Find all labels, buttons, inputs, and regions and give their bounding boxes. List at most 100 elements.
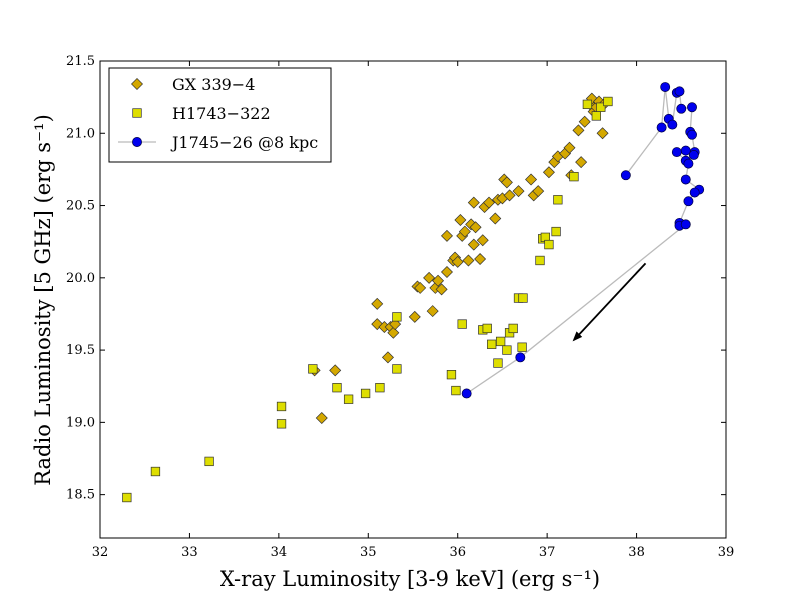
h1743-point xyxy=(553,195,563,205)
gx339-point xyxy=(503,189,516,202)
h1743-point xyxy=(446,370,457,380)
h1743-point xyxy=(495,336,506,347)
y-tick-label: 21.0 xyxy=(66,126,95,141)
legend-marker xyxy=(132,108,142,118)
gx339-point xyxy=(451,255,464,268)
gx339-point xyxy=(432,274,445,287)
h1743-point xyxy=(603,96,613,107)
gx339-point xyxy=(387,326,400,339)
gx339-point xyxy=(542,166,555,179)
gx339-point xyxy=(532,185,545,198)
h1743-point xyxy=(451,385,461,396)
h1743-point xyxy=(582,99,593,110)
j1745-point xyxy=(660,82,671,92)
gx339-point xyxy=(371,297,384,310)
gx339-point xyxy=(474,253,487,266)
gx339-point xyxy=(440,229,453,242)
gx339-point xyxy=(462,254,475,267)
gx339-point xyxy=(467,196,480,209)
gx339-point xyxy=(454,214,467,226)
h1743-point xyxy=(276,401,287,412)
x-tick-label: 35 xyxy=(360,545,377,560)
h1743-point xyxy=(508,323,518,334)
h1743-point xyxy=(535,255,545,266)
j1745-point xyxy=(676,103,687,114)
j1745-point xyxy=(461,388,472,399)
j1745-point xyxy=(656,122,667,133)
gx339-point xyxy=(500,176,513,189)
h1743-point xyxy=(392,364,402,374)
x-axis-label: X-ray Luminosity [3-9 keV] (erg s⁻¹) xyxy=(220,567,600,591)
gx339-point xyxy=(512,185,525,198)
j1745-point xyxy=(667,119,678,130)
h1743-point xyxy=(457,319,467,329)
j1745-point xyxy=(680,174,691,185)
x-axis-ticks: 32 33 34 35 36 37 38 39 xyxy=(92,61,735,560)
j1745-series xyxy=(461,82,705,399)
j1745-point xyxy=(689,187,700,198)
gx339-point xyxy=(575,156,588,169)
h1743-point xyxy=(551,226,561,237)
h1743-point xyxy=(150,466,161,477)
gx339-point xyxy=(408,310,421,323)
x-tick-label: 37 xyxy=(539,545,556,560)
gx339-point xyxy=(467,238,480,251)
legend-box xyxy=(108,67,332,163)
j1745-point xyxy=(680,219,691,230)
gx339-point xyxy=(435,283,448,296)
y-tick-label: 20.0 xyxy=(66,271,95,286)
h1743-point xyxy=(596,102,606,112)
h1743-point xyxy=(375,383,385,393)
y-tick-label: 18.5 xyxy=(66,488,95,503)
legend-entry-gx339: GX 339−4 xyxy=(172,75,255,94)
h1743-point xyxy=(204,456,214,467)
gx339-point xyxy=(426,305,439,318)
x-tick-label: 33 xyxy=(181,545,198,560)
gx339-point xyxy=(563,141,576,154)
x-tick-label: 39 xyxy=(718,545,735,560)
gx339-point xyxy=(315,412,328,425)
gx339-point xyxy=(578,115,591,128)
x-tick-label: 36 xyxy=(449,545,466,560)
j1745-point xyxy=(687,129,697,140)
gx339-point xyxy=(596,127,609,140)
gx339-point xyxy=(476,234,489,247)
h1743-series xyxy=(122,96,613,503)
gx339-point xyxy=(469,221,482,234)
h1743-point xyxy=(308,364,318,374)
gx339-point xyxy=(489,212,502,225)
h1743-point xyxy=(122,492,132,503)
y-tick-label: 19.0 xyxy=(66,415,95,430)
legend: GX 339−4 H1743−322 J1745−26 @8 kpc xyxy=(108,67,332,163)
h1743-point xyxy=(332,383,342,393)
y-tick-label: 20.5 xyxy=(66,199,95,214)
j1745-point xyxy=(671,147,682,158)
j1745-point xyxy=(687,102,697,113)
gx339-point xyxy=(414,281,427,294)
gx339-point xyxy=(458,225,471,238)
y-axis-ticks: 18.5 19.0 19.5 20.0 20.5 21.0 21.5 xyxy=(66,54,726,503)
h1743-point xyxy=(392,312,402,322)
j1745-point xyxy=(620,170,631,181)
y-tick-label: 21.5 xyxy=(66,54,95,69)
gx339-point xyxy=(525,173,538,186)
gx339-point xyxy=(483,196,496,209)
h1743-point xyxy=(502,345,512,355)
h1743-point xyxy=(591,111,601,121)
y-axis-label: Radio Luminosity [5 GHz] (erg s⁻¹) xyxy=(31,114,55,486)
gx339-point xyxy=(572,124,585,137)
h1743-point xyxy=(343,394,354,404)
x-tick-label: 34 xyxy=(271,545,288,560)
h1743-point xyxy=(517,342,527,352)
h1743-point xyxy=(569,171,579,182)
h1743-point xyxy=(544,239,554,250)
legend-entry-h1743: H1743−322 xyxy=(172,104,271,123)
h1743-point xyxy=(518,293,528,303)
j1745-point xyxy=(680,145,691,156)
h1743-point xyxy=(493,358,503,368)
j1745-point xyxy=(683,158,694,169)
gx339-point xyxy=(329,364,342,377)
legend-marker xyxy=(131,78,143,90)
j1745-point xyxy=(683,196,694,207)
